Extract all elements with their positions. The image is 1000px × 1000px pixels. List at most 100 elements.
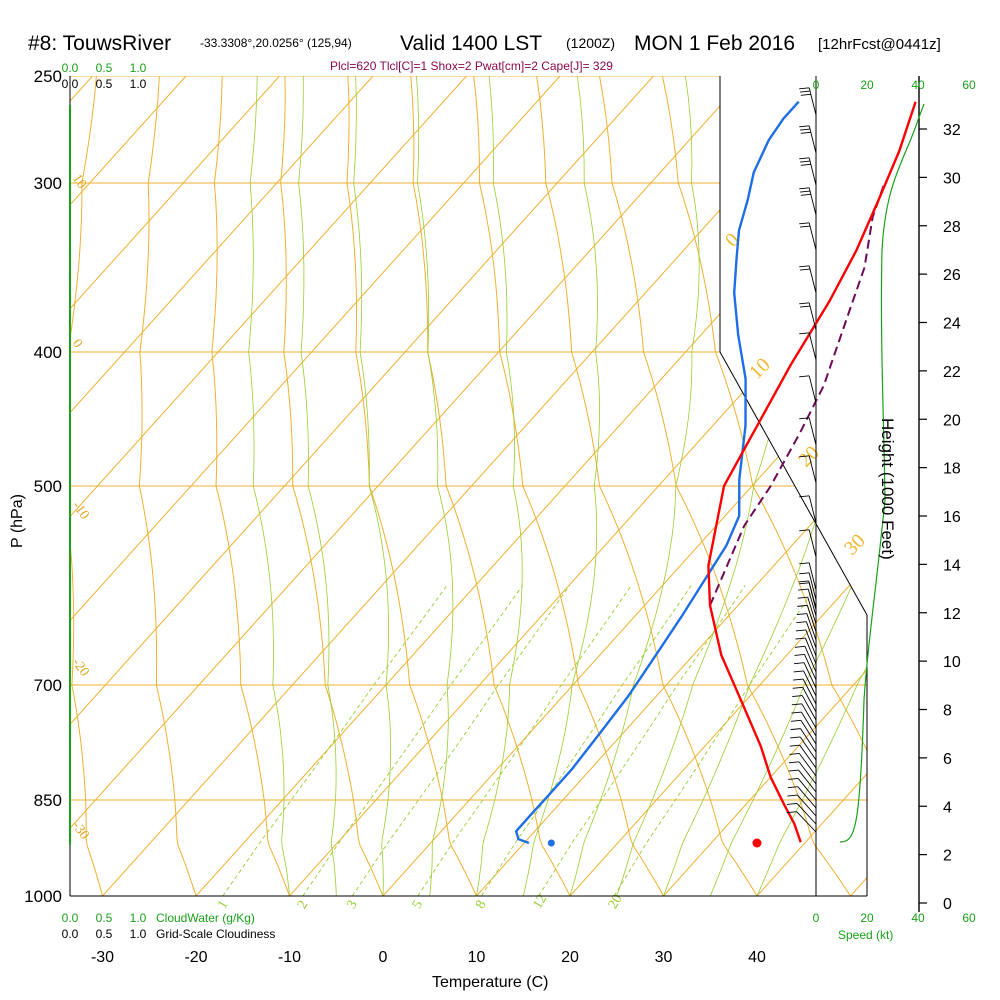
pressure-tick-label: 700	[34, 676, 62, 695]
zulu-time: (1200Z)	[566, 35, 615, 51]
dry-adiabat-line	[567, 76, 867, 896]
mixing-ratio-line	[417, 585, 632, 896]
wind-barb	[798, 769, 817, 793]
height-tick-label: 28	[943, 219, 961, 236]
wind-barb-flag	[788, 777, 799, 780]
wind-barb-flag	[799, 375, 810, 378]
cloudiness-tick-bottom: 1.0	[130, 927, 147, 941]
speed-tick-top: 60	[962, 78, 976, 92]
wind-barb	[797, 778, 817, 801]
wind-barb-flag	[788, 761, 800, 764]
wind-barb-flag	[799, 495, 810, 498]
mixing-ratio-line	[351, 585, 570, 896]
temperature-tick-label: 0	[379, 949, 388, 966]
temperature-tick-label: 40	[748, 949, 766, 966]
mixing-ratio-line	[222, 585, 448, 896]
wind-barb-flag	[789, 753, 800, 755]
wind-barb-flag	[799, 265, 810, 268]
mixing-ratio-label: 3	[344, 898, 360, 912]
wind-barb-flag	[795, 629, 806, 632]
wind-barb-flag	[792, 686, 803, 689]
wind-barb	[808, 332, 817, 361]
wind-barb	[805, 637, 817, 665]
isotherm-line	[70, 76, 561, 896]
isotherm-line	[663, 76, 867, 896]
temperature-tick-label: -20	[184, 949, 207, 966]
height-tick-label: 18	[943, 461, 961, 478]
wind-barb	[802, 687, 817, 713]
wind-barb	[796, 811, 817, 833]
height-tick-label: 8	[943, 703, 952, 720]
speed-tick-top: 40	[911, 78, 925, 92]
mixing-ratio-label: 12	[530, 892, 550, 912]
height-tick-label: 30	[943, 170, 961, 187]
wind-barb	[808, 125, 817, 154]
wind-barb-flag	[799, 455, 810, 458]
height-tick-label: 24	[943, 316, 961, 333]
speed-tick-bottom: 20	[860, 911, 874, 925]
moist-adiabat-line	[248, 76, 290, 896]
moist-adiabat-line	[663, 76, 867, 896]
speed-tick-top: 20	[860, 78, 874, 92]
wind-barb-flag	[787, 802, 798, 805]
wind-barb-flag	[793, 678, 804, 681]
wind-barb-flag	[799, 157, 810, 160]
forecast-info: [12hrFcst@0441z]	[818, 36, 941, 53]
indices-subtitle: Plcl=620 Tlcl[C]=1 Shox=2 Pwat[cm]=2 Cap…	[330, 59, 613, 73]
wind-barb	[808, 562, 817, 591]
wind-barb-flag	[800, 163, 811, 166]
wind-barb-flag	[799, 417, 810, 420]
isotherm-line	[102, 76, 841, 896]
surface-temperature-dot	[752, 838, 762, 848]
wind-barb	[799, 744, 817, 769]
wind-barb	[808, 495, 817, 524]
wind-barb-flag	[797, 596, 808, 599]
height-tick-label: 32	[943, 122, 961, 139]
pressure-tick-label: 1000	[24, 887, 62, 906]
wind-barb	[798, 753, 817, 777]
mixing-ratio-line	[613, 585, 817, 896]
wind-barb	[808, 187, 817, 216]
isotherm-line	[944, 76, 1000, 896]
wind-barb-flag	[799, 305, 811, 308]
dry-adiabat-line	[626, 76, 867, 896]
skew-border	[719, 351, 868, 616]
x-axis-label: Temperature (C)	[432, 974, 548, 991]
mixing-ratio-label: 5	[410, 898, 426, 912]
dry-adiabat-line	[70, 76, 110, 896]
wind-barb	[808, 375, 817, 404]
wind-barb-flag	[799, 582, 810, 585]
parcel-profile	[709, 182, 886, 606]
temperature-tick-label: -10	[278, 949, 301, 966]
sounding-profiles	[514, 100, 917, 848]
wind-barb-flag	[795, 637, 806, 640]
skewt-grid	[70, 76, 1000, 896]
wind-barb-flag	[796, 613, 807, 615]
dry-adiabat-line	[508, 76, 774, 896]
moist-adiabat-line	[522, 76, 601, 896]
isotherm-label: 30	[840, 530, 870, 560]
wind-barb	[806, 605, 817, 633]
mixing-ratio-label: 2	[295, 898, 311, 912]
temperature-tick-label: 20	[561, 949, 579, 966]
wind-barb-flag	[797, 604, 808, 607]
moist-adiabat-line	[298, 76, 337, 896]
station-title: #8: TouwsRiver	[28, 32, 171, 55]
wind-barb	[801, 711, 817, 737]
cloudiness-tick-top: 0.5	[96, 77, 113, 91]
height-tick-label: 20	[943, 412, 961, 429]
wind-barb	[808, 580, 817, 609]
speed-legend: Speed (kt)	[838, 928, 893, 942]
wind-barb	[801, 703, 817, 729]
isotherm-line	[850, 76, 867, 896]
isotherm-line	[569, 76, 867, 896]
moist-adiabat-line	[353, 76, 392, 896]
valid-time: Valid 1400 LST	[400, 32, 542, 55]
isotherm-line	[289, 76, 867, 896]
height-tick-label: 12	[943, 606, 961, 623]
wind-barb	[805, 629, 817, 657]
temperature-profile	[707, 101, 917, 843]
